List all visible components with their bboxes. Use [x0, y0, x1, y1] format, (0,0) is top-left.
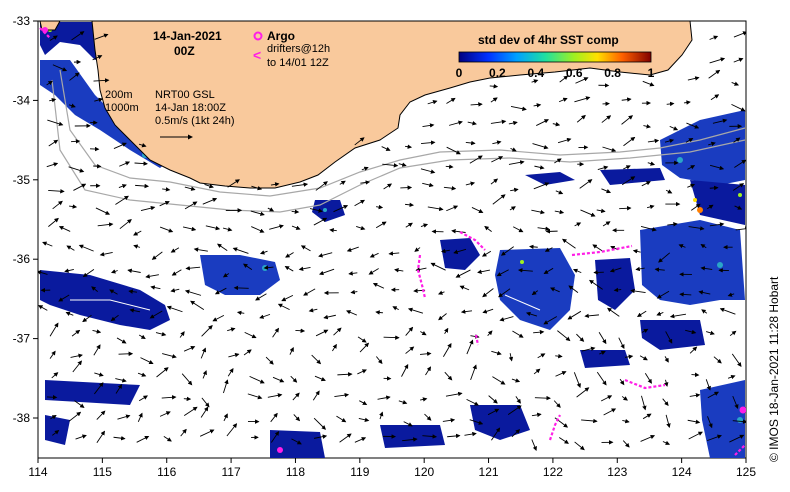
depth-1000-label: 1000m — [105, 102, 139, 114]
credit-text: © IMOS 18-Jan-2021 11:28 Hobart — [767, 276, 781, 462]
current-arrow — [710, 188, 718, 189]
x-tick-label: 115 — [93, 465, 112, 479]
argo-float — [42, 27, 48, 33]
current-arrow — [71, 141, 79, 142]
x-tick-label: 121 — [479, 465, 499, 479]
current-arrow — [619, 208, 630, 209]
y-tick-label: -35 — [13, 173, 31, 187]
x-tick-label: 123 — [607, 465, 627, 479]
argo-label: Argo — [267, 29, 295, 43]
current-arrow — [384, 337, 399, 338]
product-name: NRT00 GSL — [155, 89, 215, 101]
current-arrow — [47, 397, 56, 398]
drifters-label-1: drifters@12h — [267, 43, 330, 55]
sst-speck — [697, 207, 703, 213]
argo-float — [277, 447, 283, 453]
map-date: 14-Jan-2021 — [153, 29, 222, 43]
product-time: 14-Jan 18:00Z — [155, 102, 226, 114]
y-tick-label: -37 — [13, 332, 31, 346]
colorbar-title: std dev of 4hr SST comp — [478, 33, 619, 47]
x-tick-label: 116 — [157, 465, 176, 479]
current-arrow — [295, 330, 304, 331]
colorbar-tick-label: 0.4 — [527, 66, 544, 80]
scale-text: 0.5m/s (1kt 24h) — [155, 115, 234, 127]
x-tick-label: 118 — [286, 465, 305, 479]
x-tick-label: 120 — [414, 465, 434, 479]
x-tick-label: 122 — [543, 465, 563, 479]
drifter-legend-icon: < — [253, 47, 261, 63]
colorbar-tick-label: 1 — [648, 66, 655, 80]
sst-patch-east-b — [640, 220, 745, 305]
y-tick-label: -36 — [13, 252, 31, 266]
colorbar-tick-label: 0.6 — [566, 66, 583, 80]
sst-speck — [693, 198, 697, 202]
x-tick-label: 124 — [672, 465, 692, 479]
x-tick-label: 117 — [222, 465, 241, 479]
current-arrow — [400, 187, 411, 188]
sst-speck — [323, 208, 327, 212]
y-axis: -33 -34 -35 -36 -37 -38 — [13, 14, 38, 425]
current-arrow — [292, 211, 299, 212]
colorbar-gradient — [459, 52, 651, 62]
current-arrow — [119, 354, 133, 355]
current-arrow — [235, 288, 249, 289]
sst-patch-south-a — [270, 430, 325, 458]
sst-speck — [737, 417, 743, 423]
sst-speck — [738, 193, 742, 197]
y-tick-label: -34 — [13, 93, 31, 107]
x-tick-label: 119 — [350, 465, 369, 479]
x-tick-label: 114 — [28, 465, 47, 479]
y-tick-label: -38 — [13, 411, 31, 425]
colorbar-tick-label: 0 — [456, 66, 463, 80]
x-axis: 114 115 116 117 118 119 120 121 122 123 124 125 — [28, 458, 756, 479]
depth-200-label: 200m — [105, 89, 133, 101]
argo-float — [740, 407, 747, 414]
sst-patch-south-d — [580, 350, 630, 368]
current-arrow — [535, 398, 550, 399]
y-tick-label: -33 — [13, 14, 31, 28]
sst-speck — [520, 260, 524, 264]
sst-speck — [717, 262, 723, 268]
colorbar-tick-label: 0.2 — [489, 66, 506, 80]
map-time: 00Z — [174, 44, 195, 58]
colorbar-tick-label: 0.8 — [604, 66, 621, 80]
x-tick-label: 125 — [736, 465, 756, 479]
sst-speck — [677, 157, 683, 163]
drifters-label-2: to 14/01 12Z — [267, 57, 329, 69]
